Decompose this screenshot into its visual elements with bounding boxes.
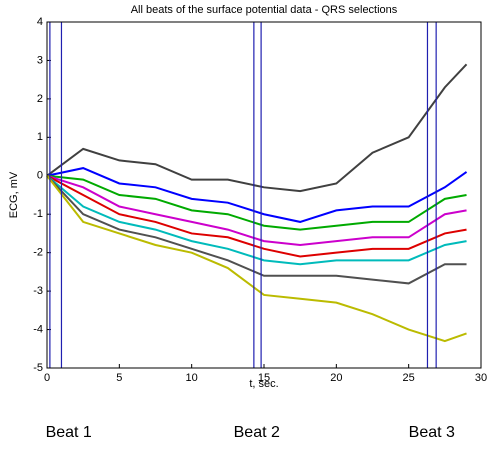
y-tick-label: 0 — [37, 170, 43, 182]
y-axis-label: ECG, mV — [8, 171, 20, 218]
x-tick-label: 20 — [330, 372, 342, 384]
y-tick-label: -5 — [33, 362, 43, 374]
plot-frame — [46, 21, 482, 369]
series-line — [46, 175, 467, 285]
y-tick-label: -3 — [33, 285, 43, 297]
series-line — [46, 174, 467, 258]
x-tick-label: 25 — [403, 372, 415, 384]
x-tick-label: 10 — [186, 372, 198, 384]
y-tick-label: -4 — [33, 323, 43, 335]
y-tick-label: 2 — [37, 93, 43, 105]
series-line — [46, 174, 467, 231]
y-tick-label: 4 — [37, 16, 43, 28]
series-line — [46, 175, 467, 266]
y-tick-label: 3 — [37, 54, 43, 66]
x-tick-label: 0 — [44, 372, 50, 384]
series-line — [46, 175, 467, 343]
x-tick-label: 5 — [116, 372, 122, 384]
beat-label: Beat 3 — [409, 424, 455, 441]
series-line — [46, 167, 468, 223]
beat-label: Beat 2 — [234, 424, 280, 441]
chart-title: All beats of the surface potential data … — [131, 4, 398, 16]
y-tick-label: -1 — [33, 208, 43, 220]
series-line — [46, 174, 467, 246]
beat-label: Beat 1 — [46, 424, 92, 441]
x-tick-label: 30 — [475, 372, 487, 384]
series-line — [46, 63, 468, 193]
y-tick-label: -2 — [33, 247, 43, 259]
x-axis-label: t, sec. — [249, 378, 278, 390]
y-tick-label: 1 — [37, 131, 43, 143]
x-tick-label: 15 — [258, 372, 270, 384]
